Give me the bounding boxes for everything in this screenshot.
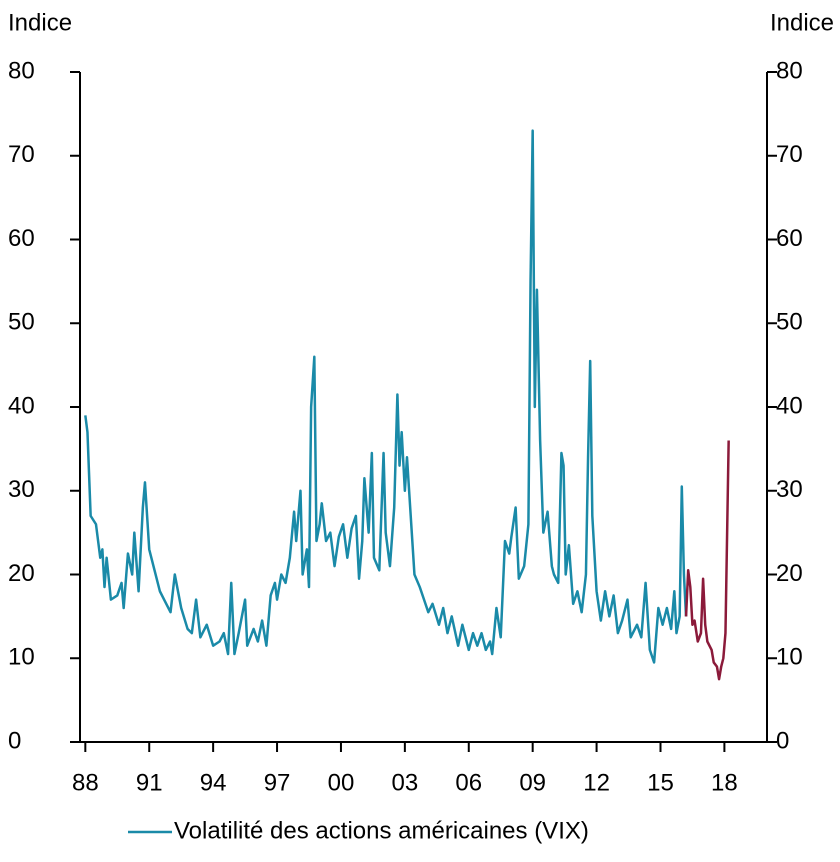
- y-tick-label: 50: [8, 309, 35, 336]
- y-tick-label: 30: [8, 476, 35, 503]
- y2-tick-label: 0: [776, 727, 789, 754]
- series-line: [84, 129, 688, 664]
- y2-tick-label: 70: [776, 141, 803, 168]
- y2-tick-label: 40: [776, 392, 803, 419]
- y-tick-label: 80: [8, 57, 35, 84]
- y2-tick-label: 80: [776, 57, 803, 84]
- legend-label: Volatilité des actions américaines (VIX): [174, 817, 589, 844]
- y-tick-label: 0: [8, 727, 21, 754]
- x-tick-label: 12: [583, 769, 610, 796]
- x-tick-label: 88: [72, 769, 99, 796]
- y-tick-label: 20: [8, 560, 35, 587]
- y-tick-label: 40: [8, 392, 35, 419]
- y2-tick-label: 60: [776, 225, 803, 252]
- x-tick-label: 91: [136, 769, 163, 796]
- y-tick-label: 10: [8, 644, 35, 671]
- y2-tick-label: 10: [776, 644, 803, 671]
- x-tick-label: 06: [455, 769, 482, 796]
- y2-tick-label: 30: [776, 476, 803, 503]
- x-tick-label: 97: [264, 769, 291, 796]
- x-tick-label: 15: [647, 769, 674, 796]
- x-tick-label: 94: [200, 769, 227, 796]
- series-line: [684, 440, 730, 681]
- y-axis-label: Indice: [8, 9, 72, 36]
- x-tick-label: 03: [392, 769, 419, 796]
- y2-tick-label: 20: [776, 560, 803, 587]
- y2-tick-label: 50: [776, 309, 803, 336]
- y2-axis-label: Indice: [770, 9, 834, 36]
- y-tick-label: 70: [8, 141, 35, 168]
- x-tick-label: 09: [519, 769, 546, 796]
- y-tick-label: 60: [8, 225, 35, 252]
- x-tick-label: 00: [328, 769, 355, 796]
- x-tick-label: 18: [711, 769, 738, 796]
